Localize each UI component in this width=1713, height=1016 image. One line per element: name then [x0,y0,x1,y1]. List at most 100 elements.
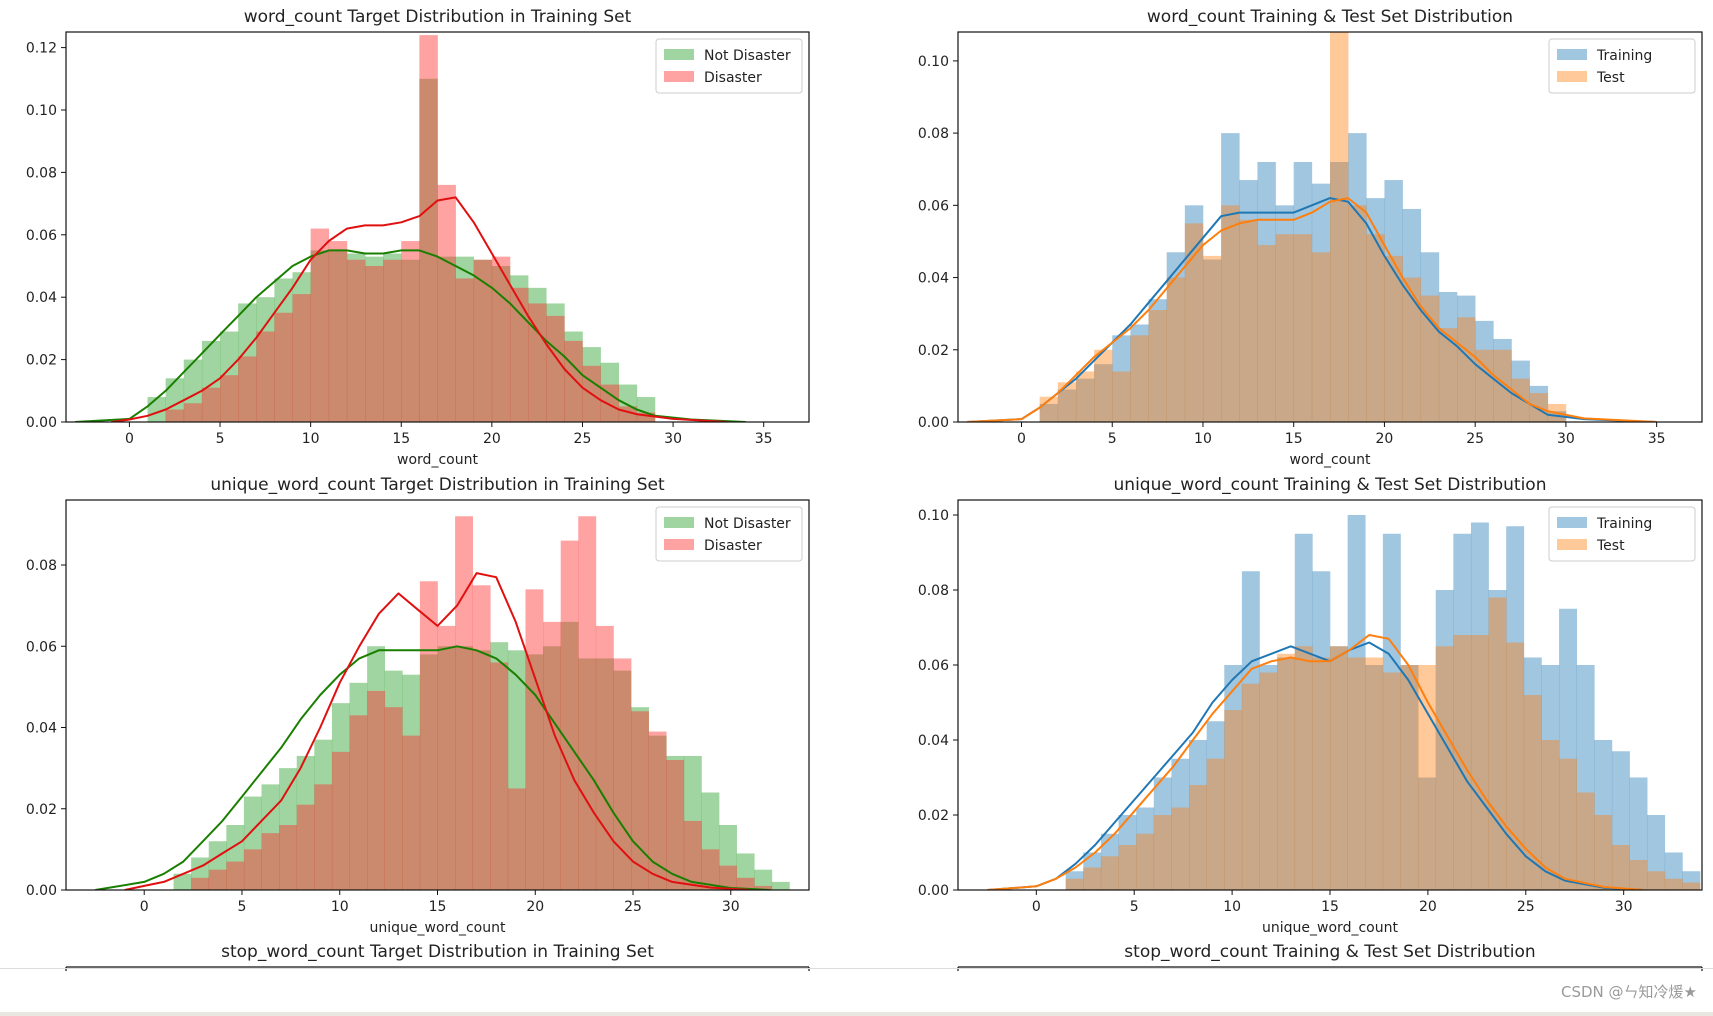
y-tick-label: 0.06 [26,228,57,244]
hist-bar [365,266,384,422]
x-tick-label: 20 [483,431,501,447]
hist-bar [455,516,473,890]
legend-label-training: Training [1596,516,1652,532]
hist-bar [736,853,755,890]
hist-bar [648,731,667,890]
hist-bar [1384,180,1403,422]
legend: Not Disaster Disaster [655,506,803,562]
hist-bar [1506,642,1525,890]
hist-bar [648,735,667,890]
hist-bar [1312,657,1331,890]
y-tick-label: 0.00 [26,883,57,899]
x-tick-label: 25 [624,899,642,915]
hist-bar [1488,597,1507,890]
hist-bar [509,275,529,422]
hist-bar [220,375,239,422]
hist-bar [1347,657,1366,890]
footer-band [0,1012,1713,1016]
x-tick-label: 0 [140,899,149,915]
hist-bar [719,865,737,890]
hist-bar [1511,378,1530,422]
hist-bar [1594,740,1613,890]
hist-bar [1065,878,1084,890]
hist-bar [455,278,475,422]
chart-panel-2: word_count Training & Test Set Distribut… [918,7,1703,468]
hist-bar [1294,646,1313,890]
chart-title: stop_word_count Training & Test Set Dist… [1124,942,1535,962]
hist-bar [1189,740,1207,890]
y-tick-label: 0.00 [918,883,949,899]
hist-bar [165,409,185,422]
x-tick-label: 10 [1223,899,1241,915]
y-tick-label: 0.06 [26,639,57,655]
y-tick-label: 0.02 [26,353,57,369]
hist-bar [437,256,456,422]
hist-bar [226,861,245,890]
hist-bar [402,735,421,890]
hist-bar [1202,255,1222,422]
hist-bar [437,184,456,422]
hist-bar [1435,646,1454,890]
hist-bar [1493,338,1512,422]
x-tick-label: 20 [526,899,544,915]
x-tick-label: 25 [574,431,592,447]
plot-area [967,32,1657,422]
hist-bar [1171,758,1190,890]
legend: Not Disaster Disaster [655,38,803,94]
hist-bar [365,256,384,422]
hist-bar [473,259,493,422]
hist-bar [1057,382,1077,422]
x-tick-label: 15 [1285,431,1303,447]
legend-swatch-test [1557,71,1587,82]
hist-bar [1136,807,1155,890]
hist-bar [1420,252,1440,422]
hist-bar [274,278,293,422]
hist-bar [1523,695,1542,890]
y-tick-label: 0.10 [918,508,949,524]
legend-label-disaster: Disaster [704,538,762,554]
y-tick-label: 0.04 [26,290,57,306]
hist-bar [546,303,565,422]
hist-bar [1277,657,1296,890]
hist-bar [683,820,702,890]
hist-bar [1100,833,1119,890]
hist-bar [1075,371,1095,422]
hist-bar [1083,852,1102,890]
y-tick-label: 0.08 [918,126,949,142]
hist-bar [1166,277,1186,422]
hist-bar [1206,721,1225,890]
hist-bar [1330,162,1349,422]
hist-bar [328,250,348,422]
hist-bar [310,228,330,422]
y-tick-label: 0.04 [918,271,949,287]
x-tick-label: 0 [1032,899,1041,915]
hist-bar [279,825,298,890]
hist-bar [1629,777,1648,890]
hist-bar [719,825,737,890]
hist-bar [1682,882,1701,890]
chart-title: unique_word_count Training & Test Set Di… [1114,475,1547,495]
x-tick-label: 20 [1419,899,1437,915]
axes-frame [957,31,1703,423]
hist-bar [736,877,755,890]
hist-bar [683,755,702,890]
hist-bar [1136,833,1155,890]
hist-bar [1541,740,1560,890]
hist-bar [1239,180,1258,422]
hist-bar [1402,277,1422,422]
hist-bar [1206,758,1225,890]
hist-bar [1112,371,1131,422]
hist-bar [314,739,333,890]
hist-bar [183,359,203,422]
hist-bar [455,646,473,890]
hist-bar [1384,255,1403,422]
hist-bar [1166,252,1186,422]
hist-bar [331,703,350,890]
hist-bar [1075,378,1095,422]
hist-bar [274,312,293,422]
hist-bar [1418,777,1437,890]
hist-bar [701,792,720,890]
hist-bar [1347,515,1366,890]
x-tick-label: 30 [664,431,682,447]
x-tick-label: 10 [302,431,320,447]
